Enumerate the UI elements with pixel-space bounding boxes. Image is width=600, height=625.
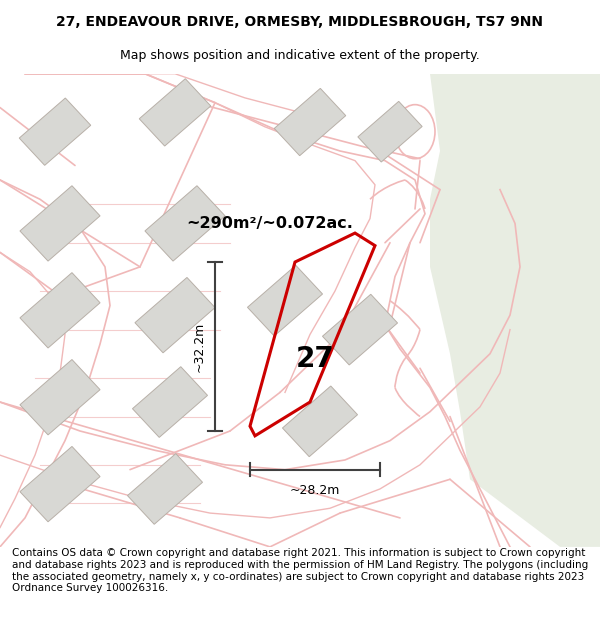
Polygon shape — [283, 386, 358, 457]
Polygon shape — [133, 367, 208, 438]
Polygon shape — [19, 98, 91, 166]
Polygon shape — [20, 446, 100, 522]
Polygon shape — [20, 186, 100, 261]
Text: Map shows position and indicative extent of the property.: Map shows position and indicative extent… — [120, 49, 480, 62]
Text: 27, ENDEAVOUR DRIVE, ORMESBY, MIDDLESBROUGH, TS7 9NN: 27, ENDEAVOUR DRIVE, ORMESBY, MIDDLESBRO… — [56, 15, 544, 29]
Polygon shape — [430, 74, 600, 547]
Polygon shape — [20, 359, 100, 435]
Polygon shape — [358, 101, 422, 162]
Polygon shape — [247, 265, 323, 336]
Polygon shape — [20, 272, 100, 348]
Polygon shape — [135, 278, 215, 353]
Text: ~32.2m: ~32.2m — [193, 321, 205, 372]
Polygon shape — [127, 454, 203, 524]
Polygon shape — [322, 294, 398, 365]
Polygon shape — [139, 79, 211, 146]
Text: ~290m²/~0.072ac.: ~290m²/~0.072ac. — [187, 216, 353, 231]
Text: Contains OS data © Crown copyright and database right 2021. This information is : Contains OS data © Crown copyright and d… — [12, 549, 588, 593]
Polygon shape — [145, 186, 225, 261]
Polygon shape — [274, 88, 346, 156]
Text: 27: 27 — [296, 344, 334, 372]
Text: ~28.2m: ~28.2m — [290, 484, 340, 498]
